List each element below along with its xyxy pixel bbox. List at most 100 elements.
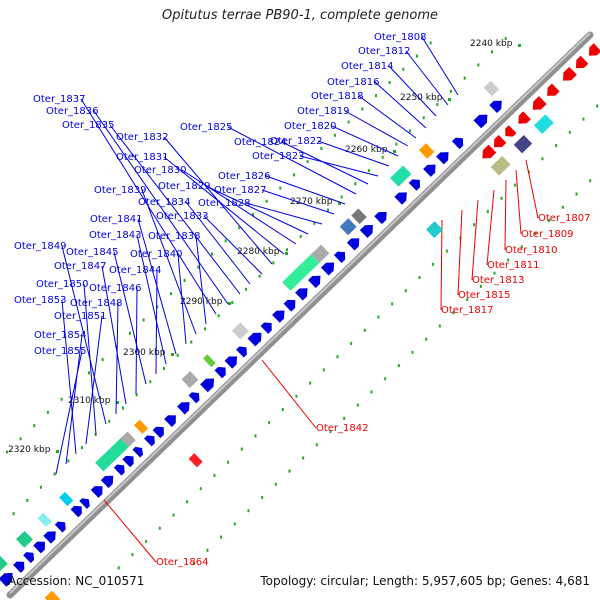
guide-dot <box>361 107 364 111</box>
guide-dot <box>210 252 213 256</box>
leader-line <box>457 209 463 296</box>
feature-block <box>339 218 357 236</box>
gene-label-oter_1822: Oter_1822 <box>270 136 323 147</box>
forward-gene <box>320 262 335 276</box>
gene-label-oter_1809: Oter_1809 <box>521 229 574 240</box>
gene-label-oter_1854: Oter_1854 <box>34 330 87 341</box>
tick-mark <box>518 44 521 47</box>
forward-gene <box>33 541 45 554</box>
gene-label-oter_1843: Oter_1843 <box>89 230 142 241</box>
guide-dot <box>333 133 336 137</box>
feature-block <box>133 419 149 434</box>
guide-dot <box>343 416 346 420</box>
gene-label-oter_1812: Oter_1812 <box>358 46 411 57</box>
feature-block <box>44 590 61 600</box>
guide-dot <box>186 500 189 504</box>
leader-line <box>344 110 409 147</box>
tick-label: 2270 kbp <box>290 197 333 207</box>
gene-label-oter_1839: Oter_1839 <box>94 185 147 196</box>
backbone <box>6 31 594 599</box>
guide-dot <box>265 199 268 203</box>
gene-label-oter_1816: Oter_1816 <box>327 77 380 88</box>
gene-label-oter_1810: Oter_1810 <box>505 245 558 256</box>
reverse-gene <box>532 96 547 110</box>
guide-dot <box>272 261 275 265</box>
guide-dot <box>452 311 455 315</box>
tick-label: 2300 kbp <box>123 348 166 358</box>
guide-dot <box>244 287 247 291</box>
reverse-gene <box>518 111 531 124</box>
leader-line <box>115 302 119 415</box>
gene-label-oter_1853: Oter_1853 <box>14 295 67 306</box>
feature-block <box>0 555 8 573</box>
guide-dot <box>108 419 111 423</box>
gene-label-oter_1807: Oter_1807 <box>538 213 591 224</box>
guide-dot <box>548 218 551 222</box>
leader-line <box>227 126 357 195</box>
gene-label-oter_1840: Oter_1840 <box>130 249 183 260</box>
gene-label-oter_1826: Oter_1826 <box>218 171 271 182</box>
guide-dot <box>445 249 448 253</box>
guide-dot <box>5 450 8 454</box>
guide-dot <box>329 430 332 434</box>
gene-label-oter_1837: Oter_1837 <box>33 94 86 105</box>
leader-line <box>155 269 158 375</box>
accession-text: Accession: NC_010571 <box>8 574 145 588</box>
gene-label-oter_1842: Oter_1842 <box>316 423 369 434</box>
leader-line <box>163 156 285 255</box>
forward-gene <box>132 446 144 458</box>
guide-dot <box>582 117 585 121</box>
guide-dot <box>274 482 277 486</box>
guide-dot <box>404 289 407 293</box>
gene-label-oter_1835: Oter_1835 <box>62 120 115 131</box>
forward-gene <box>122 455 134 468</box>
feature-block <box>390 165 412 187</box>
leader-line <box>471 199 479 281</box>
guide-dot <box>327 208 330 212</box>
leader-line <box>331 125 399 157</box>
gene-label-oter_1820: Oter_1820 <box>284 121 337 132</box>
map-title: Opitutus terrae PB90-1, complete genome <box>161 8 439 23</box>
forward-gene <box>408 179 420 191</box>
leader-line <box>261 189 335 215</box>
forward-gene <box>200 378 215 393</box>
guide-dot <box>409 129 412 133</box>
guide-dot <box>26 498 29 502</box>
guide-dot <box>450 89 453 93</box>
guide-dot <box>128 331 131 335</box>
guide-dot <box>350 341 353 345</box>
leader-line <box>181 169 297 245</box>
guide-dot <box>422 116 425 120</box>
tick-mark <box>56 450 59 453</box>
guide-dot <box>158 526 161 530</box>
leader-line <box>163 136 273 265</box>
leader-line <box>83 283 97 435</box>
leader-line <box>205 185 309 235</box>
gene-label-oter_1831: Oter_1831 <box>116 152 169 163</box>
gene-label-oter_1827: Oter_1827 <box>214 185 267 196</box>
guide-dot <box>436 103 439 107</box>
gene-label-oter_1845: Oter_1845 <box>66 247 119 258</box>
forward-gene <box>13 561 25 573</box>
guide-dot <box>520 245 523 249</box>
gene-label-oter_1833: Oter_1833 <box>156 211 209 222</box>
tick-label: 2310 kbp <box>68 396 111 406</box>
guide-dot <box>227 460 230 464</box>
guide-dot <box>514 183 517 187</box>
guide-dot <box>233 522 236 526</box>
reverse-gene <box>588 43 600 56</box>
gene-label-oter_1849: Oter_1849 <box>14 241 67 252</box>
forward-gene <box>451 137 464 150</box>
tick-label: 2240 kbp <box>470 39 513 49</box>
leader-line <box>65 334 83 465</box>
guide-dot <box>251 212 254 216</box>
guide-dot <box>19 437 22 441</box>
leader-line <box>113 251 147 385</box>
gene-label-oter_1813: Oter_1813 <box>472 275 525 286</box>
gene-label-oter_1836: Oter_1836 <box>46 106 99 117</box>
forward-gene <box>43 531 56 544</box>
gene-label-oter_1844: Oter_1844 <box>109 265 162 276</box>
gene-label-oter_1834: Oter_1834 <box>138 197 191 208</box>
guide-dot <box>176 353 179 357</box>
